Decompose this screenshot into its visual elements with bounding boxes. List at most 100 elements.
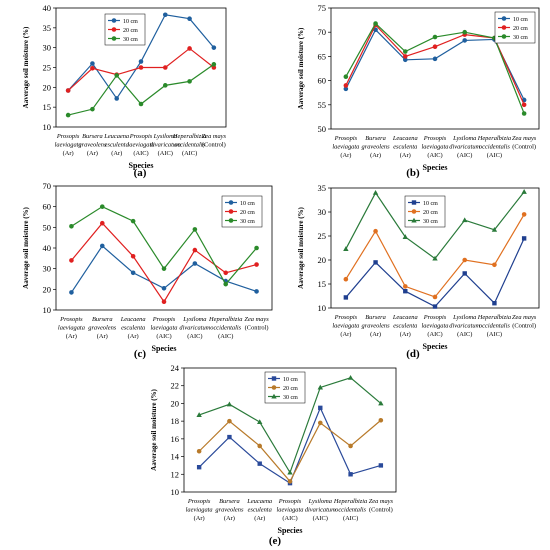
data-point [491,226,498,232]
data-point [492,301,497,306]
data-point [521,189,527,194]
x-tick-label-line: (Ar) [400,331,411,338]
x-tick-label-line: Prosopis [56,133,80,140]
panel-label: (a) [134,167,147,179]
legend-entry: 20 cm [283,386,298,392]
x-tick-label: Leucaena esculenta (Ar) [103,133,129,157]
x-tick-label-line: Bursera [219,498,240,505]
data-point [257,419,263,425]
x-tick-label-line: esculenta [121,325,145,332]
data-point [372,190,379,195]
data-point [138,65,144,70]
data-point [271,393,277,399]
data-point [343,83,349,88]
x-tick-label-line: (AIC) [457,152,472,159]
x-tick-label: Bursera graveolens (Ar) [362,135,391,159]
x-tick-label-line: Zea mays [512,314,537,321]
series-20-cm [69,220,259,305]
data-point [378,463,384,468]
data-point [114,73,120,78]
data-point [348,443,353,449]
x-tick-label: Leucaena esculenta (Ar) [120,316,146,340]
x-tick-label-line: occidentalis [335,507,366,514]
x-tick-label-line: Lysiloma [452,314,476,321]
data-point [343,86,349,92]
legend-entry: 10 cm [123,19,138,25]
x-tick-label-line: Heperalbizia [477,314,511,321]
data-point [403,289,408,294]
x-tick-label-line: graveolens [362,323,391,330]
data-point [254,262,259,267]
x-tick-label: Heperalbizia occidentalis (AIC) [333,498,367,522]
x-tick-label-line: graveolens [78,142,107,149]
series-30-cm [65,62,217,118]
y-tick-label: 25 [318,231,327,241]
panel-label: (e) [269,535,282,547]
data-point [411,200,417,205]
data-point [343,295,349,300]
x-tick-label-line: Zea mays [202,133,227,140]
data-point [187,46,192,51]
x-tick-label: Heperalbizia occidentalis (AIC) [208,316,242,340]
y-tick-label: 14 [171,452,180,462]
x-tick-label-line: (Ar) [194,515,205,522]
series-30-cm [343,21,527,116]
x-tick-label-line: (Ar) [66,333,77,340]
data-point [411,217,417,223]
data-point [130,270,136,276]
data-point [227,434,232,440]
series-20-cm [65,46,217,93]
data-point [99,220,105,226]
data-point [432,255,438,261]
data-point [462,29,468,35]
y-tick-label: 35 [43,23,52,33]
x-tick-label: Zea mays (Control) [369,498,394,514]
x-axis-label: Species [423,342,448,351]
plot-frame [183,367,397,493]
x-axis-label: Species [278,526,303,535]
data-point [227,418,232,424]
x-tick-label: Heperalbizia occidentalis (AIC) [477,135,511,159]
data-point [343,276,349,282]
data-point [69,224,74,229]
x-tick-label-line: (AIC) [457,331,472,338]
data-point [348,472,353,477]
data-point [130,253,136,259]
y-tick-label: 30 [43,264,52,274]
y-tick-label: 20 [171,398,180,408]
legend-entry: 30 cm [123,37,138,43]
x-tick-label: Bursera graveolens (Ar) [78,133,107,157]
data-point [69,258,74,263]
x-tick-label-line: (AIC) [158,150,173,157]
data-point [378,400,384,406]
y-tick-label: 25 [43,63,52,73]
data-point [65,112,71,118]
x-tick-label-line: laeviagata [422,144,449,151]
x-tick-label-line: Prosopis [423,135,447,142]
data-point [196,412,202,417]
y-tick-label: 20 [318,255,327,265]
series-20-cm [196,417,384,484]
data-point [228,218,234,223]
legend-entry: 10 cm [423,201,438,207]
data-point [432,304,438,309]
x-tick-label-line: laeviagata [128,142,155,149]
x-tick-label: Zea mays (Control) [512,314,537,330]
x-tick-label-line: Zea mays [369,498,394,505]
data-point [187,16,192,22]
y-axis-label: Aaverage soil moisture (%) [150,388,158,470]
x-tick-label-line: Bursera [365,135,386,142]
x-tick-label-line: (Control) [245,325,269,332]
x-tick-label: Bursera graveolens (Ar) [362,314,391,338]
data-point [402,49,408,54]
x-tick-label-line: laeviagata [55,142,82,149]
data-point [223,270,229,276]
series-30-cm [343,189,527,261]
x-tick-label-line: Leucaena [392,135,418,142]
x-tick-label-line: (AIC) [133,150,148,157]
x-tick-label-line: (AIC) [282,515,297,522]
legend: 10 cm 20 cm 30 cm [104,13,146,46]
x-tick-label-line: Prosopis [278,498,302,505]
